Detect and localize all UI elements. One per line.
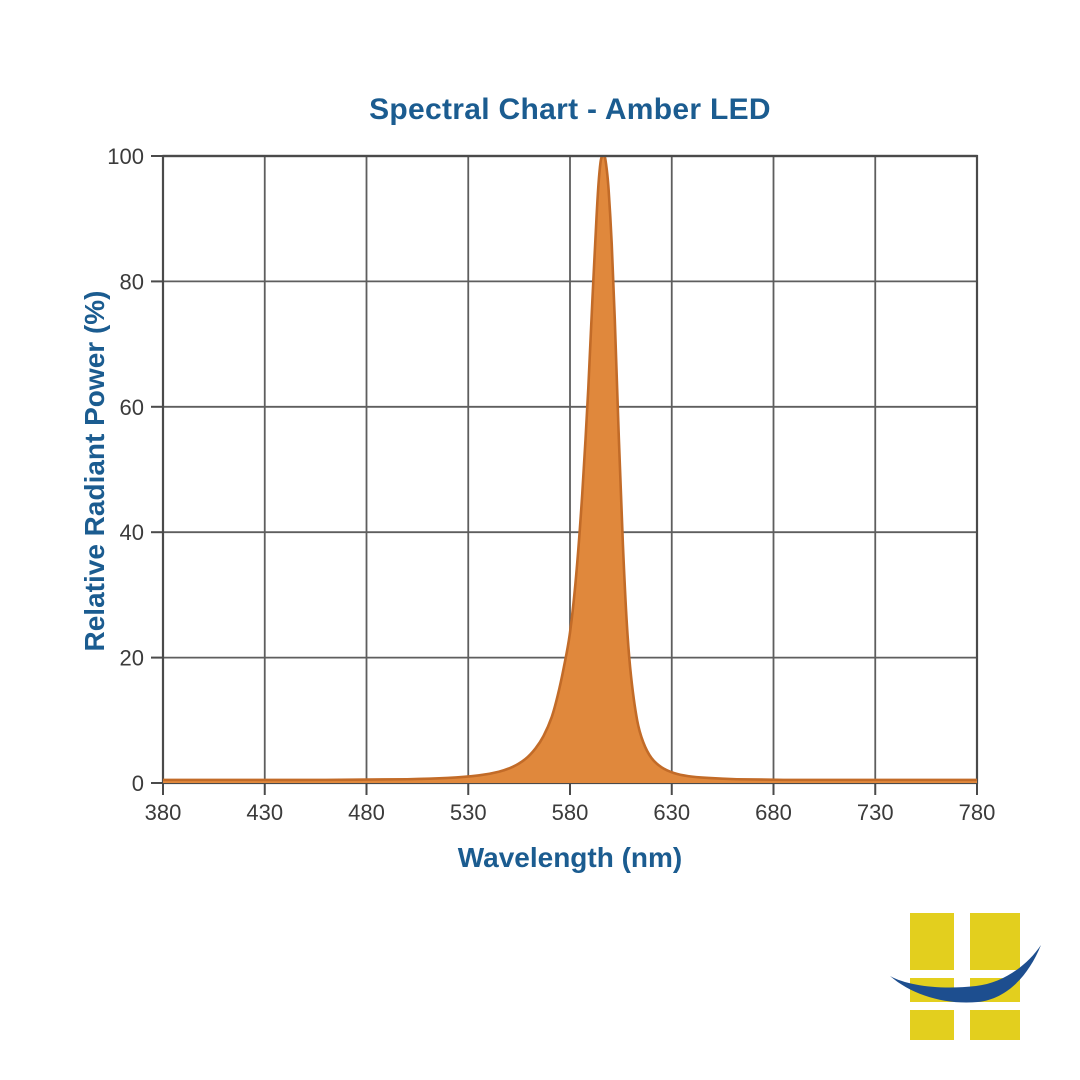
x-axis-title: Wavelength (nm) (457, 842, 683, 873)
y-tick-label: 40 (120, 520, 144, 545)
logo-yellow-blocks (910, 913, 1020, 1040)
y-tick-label: 80 (120, 269, 144, 294)
y-tick-label: 60 (120, 395, 144, 420)
x-tick-label: 680 (755, 800, 792, 825)
x-tick-label: 580 (552, 800, 589, 825)
y-tick-label: 20 (120, 646, 144, 671)
x-tick-label: 630 (653, 800, 690, 825)
x-tick-label: 530 (450, 800, 487, 825)
chart-title: Spectral Chart - Amber LED (369, 93, 771, 126)
spectrum-curve (163, 156, 977, 783)
x-tick-label: 480 (348, 800, 385, 825)
logo-swoosh-icon (890, 945, 1041, 1003)
x-tick-label: 730 (857, 800, 894, 825)
company-logo (890, 913, 1041, 1040)
axis-tick-labels: 380 430 480 530 580 630 680 730 780 0 20 40 60 80 100 (107, 144, 995, 825)
y-tick-label: 100 (107, 144, 144, 169)
y-tick-label: 0 (132, 771, 144, 796)
x-tick-label: 780 (959, 800, 996, 825)
x-tick-label: 380 (145, 800, 182, 825)
x-tick-label: 430 (246, 800, 283, 825)
axis-ticks (151, 155, 978, 795)
